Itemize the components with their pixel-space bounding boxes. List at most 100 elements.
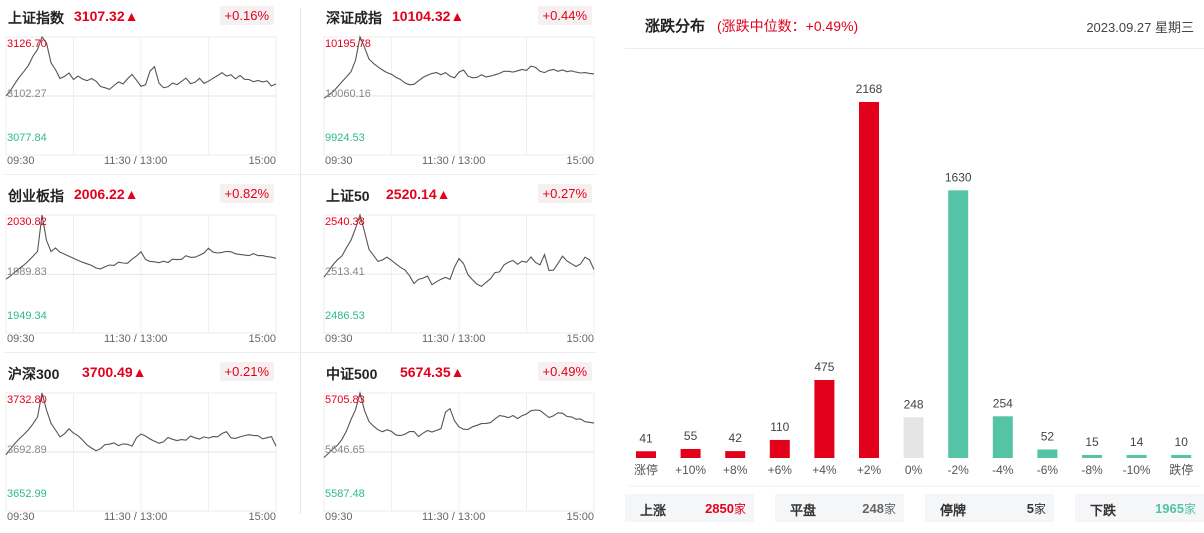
low-label: 3652.99 (7, 488, 47, 500)
bar-down (948, 190, 969, 458)
bar-up (725, 451, 746, 458)
bar-value-label: 42 (729, 431, 743, 445)
time-tick: 15:00 (566, 155, 594, 167)
change-badge: +0.49% (537, 362, 592, 381)
distribution-panel: 涨跌分布 (涨跌中位数：+0.49%) 2023.09.27 星期三 41 涨停 5… (625, 0, 1204, 522)
summary-unit: 家 (733, 502, 746, 516)
high-label: 10195.78 (325, 38, 371, 50)
intraday-line-chart (5, 35, 277, 156)
category-label: -6% (1037, 463, 1059, 477)
price-line (5, 214, 277, 280)
time-tick: 15:00 (248, 155, 276, 167)
bar-value-label: 254 (993, 396, 1013, 410)
index-panel: 上证50 2520.14▲ +0.27% 2540.38 2513.41 2486.53 0… (318, 183, 596, 355)
time-tick: 09:30 (325, 333, 353, 345)
category-label: +6% (768, 463, 793, 477)
price-line (5, 35, 277, 97)
bar-value-label: 15 (1085, 435, 1099, 449)
panel-header: 创业板指 2006.22▲ +0.82% (0, 183, 278, 207)
bar-up (859, 102, 879, 458)
index-name: 深证成指 (326, 10, 382, 26)
mid-label: 5646.65 (325, 444, 365, 456)
high-label: 3126.70 (7, 38, 47, 50)
change-badge: +0.16% (219, 6, 274, 25)
index-value: 10104.32▲ (392, 8, 465, 24)
summary-1: 平盘 248家 (775, 494, 904, 522)
intraday-line-chart (5, 392, 277, 512)
time-tick: 15:00 (566, 511, 594, 523)
time-tick: 09:30 (7, 155, 35, 167)
bar-value-label: 110 (770, 420, 789, 434)
intraday-line-chart (323, 213, 595, 334)
summary-unit: 家 (1183, 502, 1196, 516)
price-line (323, 390, 595, 458)
mid-label: 3102.27 (7, 88, 47, 100)
bar-down (1082, 455, 1102, 458)
low-label: 9924.53 (325, 132, 365, 144)
category-label: -4% (992, 463, 1014, 477)
high-label: 3732.80 (7, 394, 47, 406)
time-tick: 11:30 / 13:00 (104, 511, 168, 523)
bar-value-label: 2168 (856, 82, 883, 96)
summary-label: 上涨 (640, 503, 667, 518)
index-name: 创业板指 (8, 188, 64, 204)
summary-count: 5 (1026, 501, 1034, 516)
column-divider (300, 8, 301, 514)
distribution-bar-chart: 41 涨停 55 +10% 42 +8% 110 +6% 475 +4% 2168 +2% 248 0% 1… (629, 82, 1200, 487)
time-tick: 15:00 (248, 333, 276, 345)
low-label: 1949.34 (7, 310, 47, 322)
time-tick: 09:30 (7, 333, 35, 345)
low-label: 5587.48 (325, 488, 365, 500)
summary-label: 下跌 (1090, 503, 1117, 518)
bar-value-label: 248 (904, 397, 924, 411)
low-label: 2486.53 (325, 310, 365, 322)
price-line (5, 392, 277, 456)
intraday-line-chart (323, 390, 595, 512)
mid-label: 10060.16 (325, 87, 371, 100)
index-name: 中证500 (326, 366, 378, 382)
summary-0: 上涨 2850家 (625, 494, 754, 522)
summary-value: 2850家 (705, 500, 746, 517)
category-label: +4% (812, 463, 837, 477)
summary-label: 平盘 (790, 503, 817, 518)
index-value: 2006.22▲ (74, 186, 139, 202)
change-badge: +0.44% (537, 6, 592, 25)
intraday-line-chart (323, 35, 595, 156)
bar-down (1171, 455, 1192, 458)
high-label: 2030.82 (7, 216, 47, 228)
time-tick: 11:30 / 13:00 (104, 155, 168, 167)
time-tick: 11:30 / 13:00 (422, 511, 486, 523)
time-tick: 11:30 / 13:00 (104, 333, 168, 345)
summary-value: 1965家 (1155, 500, 1196, 517)
category-label: -10% (1123, 463, 1151, 477)
category-label: +10% (675, 463, 706, 477)
bar-down (1126, 455, 1147, 458)
mid-label: 1989.83 (7, 266, 47, 279)
time-tick: 15:00 (566, 333, 594, 345)
summary-3: 下跌 1965家 (1075, 494, 1204, 522)
summary-count: 2850 (705, 501, 734, 516)
mid-label: 2513.41 (325, 266, 365, 279)
change-badge: +0.82% (219, 184, 274, 203)
index-panel: 中证500 5674.35▲ +0.49% 5705.83 5646.65 5587.48… (318, 361, 596, 533)
intraday-line-chart (5, 214, 277, 334)
bar-value-label: 475 (814, 360, 834, 374)
index-name: 上证50 (326, 188, 370, 204)
index-value: 2520.14▲ (386, 186, 451, 202)
bar-value-label: 10 (1175, 435, 1189, 449)
row-divider (4, 352, 596, 353)
time-tick: 11:30 / 13:00 (422, 333, 486, 345)
divider (625, 48, 1204, 49)
category-label: 0% (905, 463, 923, 477)
index-value: 3700.49▲ (82, 364, 147, 380)
bar-value-label: 14 (1130, 435, 1144, 449)
index-panel: 深证成指 10104.32▲ +0.44% 10195.78 10060.16 9924.… (318, 5, 596, 177)
mid-label: 3692.89 (7, 444, 47, 456)
bar-value-label: 41 (639, 431, 653, 445)
index-panel: 上证指数 3107.32▲ +0.16% 3126.70 3102.27 3077.84 0… (0, 5, 278, 177)
distribution-title: 涨跌分布 (645, 18, 706, 35)
index-value: 5674.35▲ (400, 364, 465, 380)
index-panel: 创业板指 2006.22▲ +0.82% 2030.82 1989.83 1949.34 0… (0, 183, 278, 355)
summary-count: 1965 (1155, 501, 1184, 516)
bar-down (992, 416, 1013, 458)
